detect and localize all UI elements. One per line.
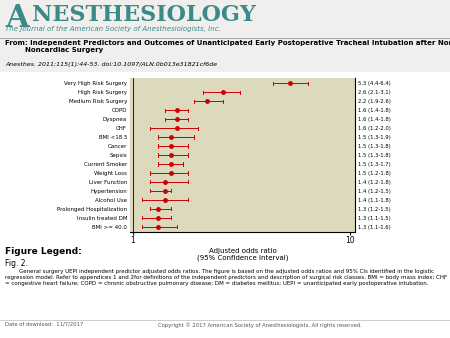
Text: Figure Legend:: Figure Legend: bbox=[5, 247, 82, 256]
Text: Anesthes. 2011;115(1):44-53. doi:10.1097/ALN.0b013e31821cf6de: Anesthes. 2011;115(1):44-53. doi:10.1097… bbox=[5, 62, 217, 67]
Text: Copyright © 2017 American Society of Anesthesiologists. All rights reserved.: Copyright © 2017 American Society of Ane… bbox=[158, 322, 361, 328]
Text: NESTHESIOLOGY: NESTHESIOLOGY bbox=[32, 4, 256, 26]
Text: Fig. 2.: Fig. 2. bbox=[5, 259, 28, 268]
Text: General surgery UEPI independent predictor adjusted odds ratios. The figure is b: General surgery UEPI independent predict… bbox=[5, 269, 447, 286]
X-axis label: Adjusted odds ratio
(95% Confidence Interval): Adjusted odds ratio (95% Confidence Inte… bbox=[197, 248, 288, 262]
Text: The Journal of the American Society of Anesthesiologists, Inc.: The Journal of the American Society of A… bbox=[5, 26, 221, 32]
Text: Date of download:  11/7/2017: Date of download: 11/7/2017 bbox=[5, 322, 84, 327]
Text: A: A bbox=[5, 3, 29, 34]
Text: From: Independent Predictors and Outcomes of Unanticipated Early Postoperative T: From: Independent Predictors and Outcome… bbox=[5, 40, 450, 53]
